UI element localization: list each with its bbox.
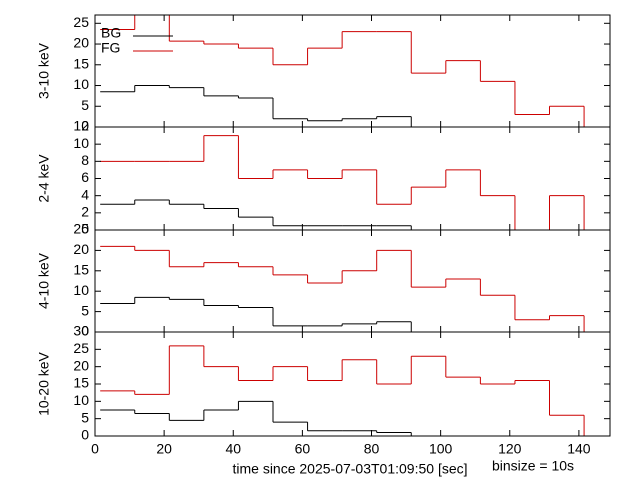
plot-area	[100, 15, 585, 127]
y-tick-label: 20	[73, 357, 89, 373]
y-tick-label: 20	[73, 241, 89, 257]
y-tick-label: 10	[73, 135, 89, 151]
y-tick-label: 25	[73, 221, 89, 237]
x-tick-label: 140	[567, 441, 591, 457]
y-tick-label: 10	[73, 392, 89, 408]
plot-area	[100, 135, 585, 230]
plot-area	[100, 345, 585, 436]
x-tick-label: 80	[364, 441, 380, 457]
y-tick-label: 5	[81, 97, 89, 113]
annotation: binsize = 10s	[492, 458, 574, 474]
x-tick-label: 60	[295, 441, 311, 457]
x-tick-label: 40	[225, 441, 241, 457]
x-tick-label: 20	[156, 441, 172, 457]
x-tick-label: 100	[429, 441, 453, 457]
panel-frame	[94, 126, 611, 231]
y-tick-label: 0	[81, 221, 89, 237]
panel-frame	[94, 229, 611, 333]
y-tick-label: 10	[73, 282, 89, 298]
y-axis-label: 3-10 keV	[36, 42, 52, 99]
y-tick-label: 8	[81, 152, 89, 168]
y-tick-label: 30	[73, 323, 89, 339]
y-axis-label: 4-10 keV	[36, 252, 52, 309]
y-tick-label: 0	[81, 323, 89, 339]
y-tick-label: 15	[73, 55, 89, 71]
x-tick-label: 0	[91, 441, 99, 457]
y-axis-label: 10-20 keV	[36, 351, 52, 415]
legend-label: BG	[101, 25, 121, 41]
y-axis-label: 2-4 keV	[36, 154, 52, 203]
y-tick-label: 4	[81, 186, 89, 202]
y-tick-label: 15	[73, 375, 89, 391]
y-tick-label: 5	[81, 409, 89, 425]
y-tick-label: 6	[81, 169, 89, 185]
y-tick-label: 2	[81, 204, 89, 220]
y-tick-label: 25	[73, 340, 89, 356]
y-tick-label: 20	[73, 35, 89, 51]
y-tick-label: 0	[81, 118, 89, 134]
plot-area	[100, 245, 585, 332]
x-axis-label: time since 2025-07-03T01:09:50 [sec]	[232, 461, 467, 477]
y-tick-label: 15	[73, 262, 89, 278]
legend-label: FG	[101, 40, 120, 56]
y-tick-label: 0	[81, 427, 89, 443]
y-tick-label: 5	[81, 302, 89, 318]
y-tick-label: 10	[73, 76, 89, 92]
x-tick-label: 120	[498, 441, 522, 457]
y-tick-label: 12	[73, 118, 89, 134]
y-tick-label: 25	[73, 14, 89, 30]
